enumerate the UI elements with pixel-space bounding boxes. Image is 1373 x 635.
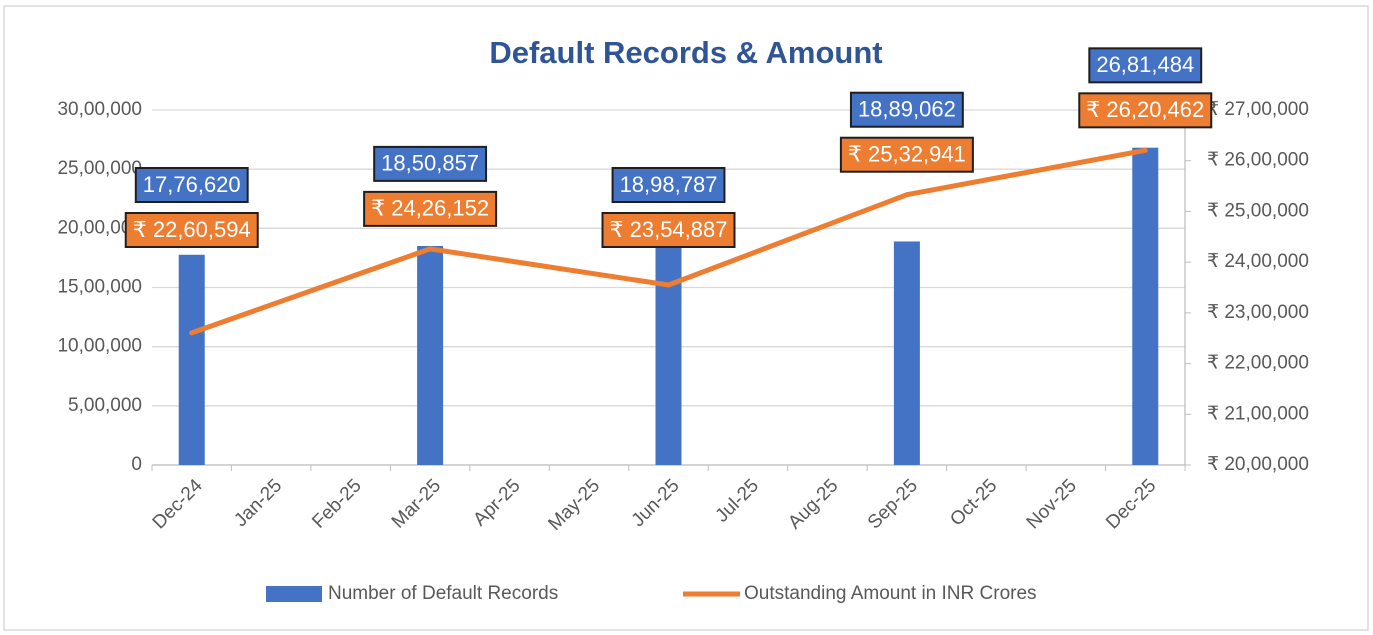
y2-tick-label: ₹ 26,00,000 [1207, 150, 1309, 171]
line-value-label: ₹ 25,32,941 [839, 136, 974, 173]
bar-value-label-box [1088, 47, 1203, 84]
bar [1132, 147, 1159, 466]
y-tick-label: 15,00,000 [57, 277, 142, 298]
bar-value-label-box [611, 167, 726, 203]
y-tick-label: 25,00,000 [57, 158, 142, 179]
bar-value-label-box [373, 145, 488, 182]
bar-value-label-text: 18,98,787 [620, 172, 718, 197]
bar-value-label-text: 26,81,484 [1096, 52, 1194, 77]
legend-label: Number of Default Records [328, 583, 558, 604]
line-value-label: ₹ 23,54,887 [601, 212, 736, 248]
bar [178, 254, 205, 465]
y-tick-label: 10,00,000 [57, 336, 142, 357]
bar [893, 241, 920, 465]
y2-tick-label: ₹ 25,00,000 [1207, 200, 1309, 221]
bar-value-label: 18,98,787 [611, 167, 726, 203]
line-segment [189, 246, 433, 336]
line-segment [904, 147, 1148, 198]
bar-value-label: 26,81,484 [1088, 47, 1203, 84]
line-value-label-text: ₹ 22,60,594 [133, 217, 251, 242]
bar-value-label-text: 18,50,857 [381, 151, 479, 176]
y-tick-label: 20,00,000 [57, 217, 142, 238]
bar-value-label: 18,50,857 [373, 145, 488, 182]
bar-value-label: 17,76,620 [134, 167, 249, 203]
line-value-label-box [1078, 92, 1213, 129]
bar-value-label: 18,89,062 [849, 91, 964, 128]
y2-tick-label: ₹ 24,00,000 [1207, 251, 1309, 272]
y-tick-label: 0 [131, 454, 142, 475]
line-value-label-box [124, 212, 259, 248]
y2-tick-label: ₹ 22,00,000 [1207, 353, 1309, 374]
legend-label: Outstanding Amount in INR Crores [744, 583, 1037, 604]
line-value-label-text: ₹ 24,26,152 [371, 196, 489, 221]
line-value-label: ₹ 26,20,462 [1078, 92, 1213, 129]
bar-value-label-box [134, 167, 249, 203]
y-tick-label: 5,00,000 [68, 395, 142, 416]
line-value-label-box [839, 136, 974, 173]
line-segment [666, 192, 910, 288]
legend-swatch [266, 586, 322, 602]
bar-value-label-text: 18,89,062 [858, 97, 956, 122]
bar-value-label-text: 17,76,620 [143, 172, 241, 197]
line-value-label-box [363, 190, 498, 227]
line-value-label-text: ₹ 26,20,462 [1086, 97, 1204, 122]
line-value-label-text: ₹ 25,32,941 [848, 142, 966, 167]
line-value-label-text: ₹ 23,54,887 [610, 217, 728, 242]
y-tick-label: 30,00,000 [57, 99, 142, 120]
line-value-label-box [601, 212, 736, 248]
bar-value-label-box [849, 91, 964, 128]
y2-tick-label: ₹ 20,00,000 [1207, 454, 1309, 475]
y2-tick-label: ₹ 23,00,000 [1207, 302, 1309, 323]
line-value-label: ₹ 22,60,594 [124, 212, 259, 248]
bar [417, 245, 444, 465]
y2-tick-label: ₹ 27,00,000 [1207, 99, 1309, 120]
bar [655, 240, 682, 465]
chart-title: Default Records & Amount [489, 35, 882, 70]
line-value-label: ₹ 24,26,152 [363, 190, 498, 227]
y2-tick-label: ₹ 21,00,000 [1207, 403, 1309, 424]
line-segment [427, 246, 671, 288]
